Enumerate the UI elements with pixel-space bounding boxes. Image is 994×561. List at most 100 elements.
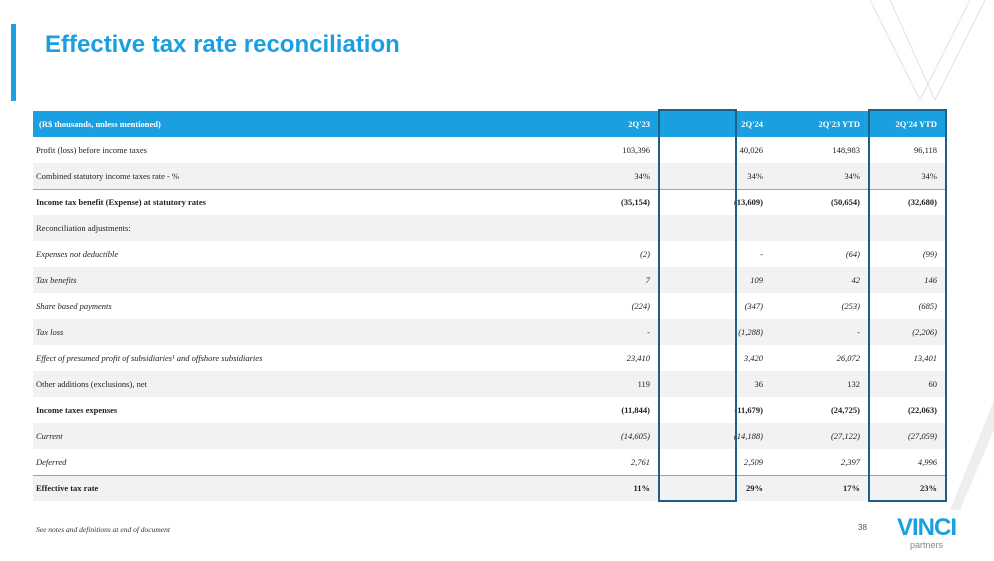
row-label: Tax loss [36, 327, 64, 337]
row-label: Share based payments [36, 301, 112, 311]
cell: (224) [631, 301, 650, 311]
cell: (11,844) [621, 405, 650, 415]
cell: 40,026 [739, 145, 763, 155]
row-label: Effect of presumed profit of subsidiarie… [36, 353, 263, 363]
footnote: See notes and definitions at end of docu… [36, 525, 170, 534]
table-header-row: (R$ thousands, unless mentioned) 2Q'23 2… [33, 111, 945, 137]
cell: (64) [845, 249, 860, 259]
cell: 42 [851, 275, 861, 285]
cell: 17% [771, 474, 868, 501]
logo-sub: partners [909, 540, 944, 550]
cell: 119 [637, 379, 650, 389]
cell: 148,983 [832, 145, 860, 155]
cell: 23,410 [626, 353, 650, 363]
row-label: Income taxes expenses [36, 405, 118, 415]
cell: 34% [921, 170, 937, 181]
cell: 3,420 [743, 353, 763, 363]
table-row: Tax benefits 7 109 42 146 [33, 267, 945, 293]
cell: 146 [924, 275, 937, 285]
cell: 13,401 [913, 353, 937, 363]
table-row: Deferred 2,761 2,509 2,397 4,996 [33, 449, 945, 475]
row-label: Current [36, 431, 63, 441]
cell: (685) [918, 301, 937, 311]
row-label: Other additions (exclusions), net [36, 379, 147, 389]
table-row: Share based payments (224) (347) (253) (685) [33, 293, 945, 319]
header-label: (R$ thousands, unless mentioned) [39, 119, 161, 129]
cell [545, 215, 658, 241]
cell: 132 [847, 379, 860, 389]
cell: - [647, 327, 650, 337]
table-row: Effective tax rate 11% 29% 17% 23% [33, 474, 945, 501]
cell: 2,509 [743, 456, 763, 467]
row-label: Profit (loss) before income taxes [36, 145, 147, 155]
table-row: Combined statutory income taxes rate - %… [33, 163, 945, 189]
cell: (22,063) [907, 405, 937, 415]
table-row: Profit (loss) before income taxes 103,396… [33, 137, 945, 163]
cell: (24,725) [830, 405, 860, 415]
cell: 7 [645, 275, 650, 285]
cell: - [760, 249, 763, 259]
cell: (347) [744, 301, 763, 311]
decorative-lines-bottom [950, 400, 994, 510]
vinci-partners-logo: VINCI partners [897, 514, 957, 551]
cell [868, 215, 945, 241]
row-label: Reconciliation adjustments: [36, 223, 131, 233]
page-number: 38 [858, 523, 867, 532]
cell: (99) [922, 249, 937, 259]
cell: 34% [634, 170, 650, 181]
decorative-lines-top [869, 0, 986, 102]
logo-word: VINCI [897, 514, 957, 541]
cell: 2,397 [840, 456, 860, 467]
cell: (13,609) [658, 188, 771, 215]
cell: 36 [754, 379, 764, 389]
header-2q23-ytd: 2Q'23 YTD [818, 119, 860, 129]
cell [658, 215, 771, 241]
cell: (14,188) [733, 431, 763, 441]
header-2q24: 2Q'24 [741, 119, 763, 129]
cell: (35,154) [545, 188, 658, 215]
cell: (253) [841, 301, 860, 311]
table-row: Effect of presumed profit of subsidiarie… [33, 345, 945, 371]
cell: (2,206) [912, 327, 937, 337]
row-label: Effective tax rate [33, 474, 545, 501]
table-row: Income taxes expenses (11,844) (11,679) (24… [33, 397, 945, 423]
row-label: Deferred [36, 456, 67, 467]
table-row: Income tax benefit (Expense) at statutor… [33, 188, 945, 215]
cell: 26,072 [836, 353, 860, 363]
cell: 2,761 [630, 456, 650, 467]
table-row: Other additions (exclusions), net 119 36 13… [33, 371, 945, 397]
cell: 103,396 [622, 145, 650, 155]
cell: 109 [750, 275, 763, 285]
row-label: Tax benefits [36, 275, 77, 285]
cell: (2) [640, 249, 650, 259]
row-label: Expenses not deductible [36, 249, 119, 259]
header-2q24-ytd: 2Q'24 YTD [895, 119, 937, 129]
cell: 60 [928, 379, 938, 389]
cell: (14,605) [620, 431, 650, 441]
cell: (1,288) [738, 327, 763, 337]
cell: 23% [868, 474, 945, 501]
cell: 11% [545, 474, 658, 501]
table-row: Expenses not deductible (2) - (64) (99) [33, 241, 945, 267]
cell [771, 215, 868, 241]
cell: 29% [658, 474, 771, 501]
cell: (27,122) [830, 431, 860, 441]
row-label: Combined statutory income taxes rate - % [36, 170, 180, 181]
table-row: Reconciliation adjustments: [33, 215, 945, 241]
cell: (50,654) [771, 188, 868, 215]
cell: (11,679) [734, 405, 763, 415]
row-label: Income tax benefit (Expense) at statutor… [33, 188, 545, 215]
table-row: Current (14,605) (14,188) (27,122) (27,059) [33, 423, 945, 449]
table-row: Tax loss - (1,288) - (2,206) [33, 319, 945, 345]
tax-reconciliation-table: (R$ thousands, unless mentioned) 2Q'23 2… [33, 111, 945, 501]
cell: 34% [747, 170, 763, 181]
cell: - [857, 327, 860, 337]
cell: 34% [844, 170, 860, 181]
cell: 96,118 [913, 145, 937, 155]
title-accent-bar [11, 24, 16, 101]
page-title: Effective tax rate reconciliation [45, 31, 400, 58]
cell: (27,059) [907, 431, 937, 441]
cell: (32,680) [868, 188, 945, 215]
cell: 4,996 [917, 456, 937, 467]
header-2q23: 2Q'23 [628, 119, 650, 129]
